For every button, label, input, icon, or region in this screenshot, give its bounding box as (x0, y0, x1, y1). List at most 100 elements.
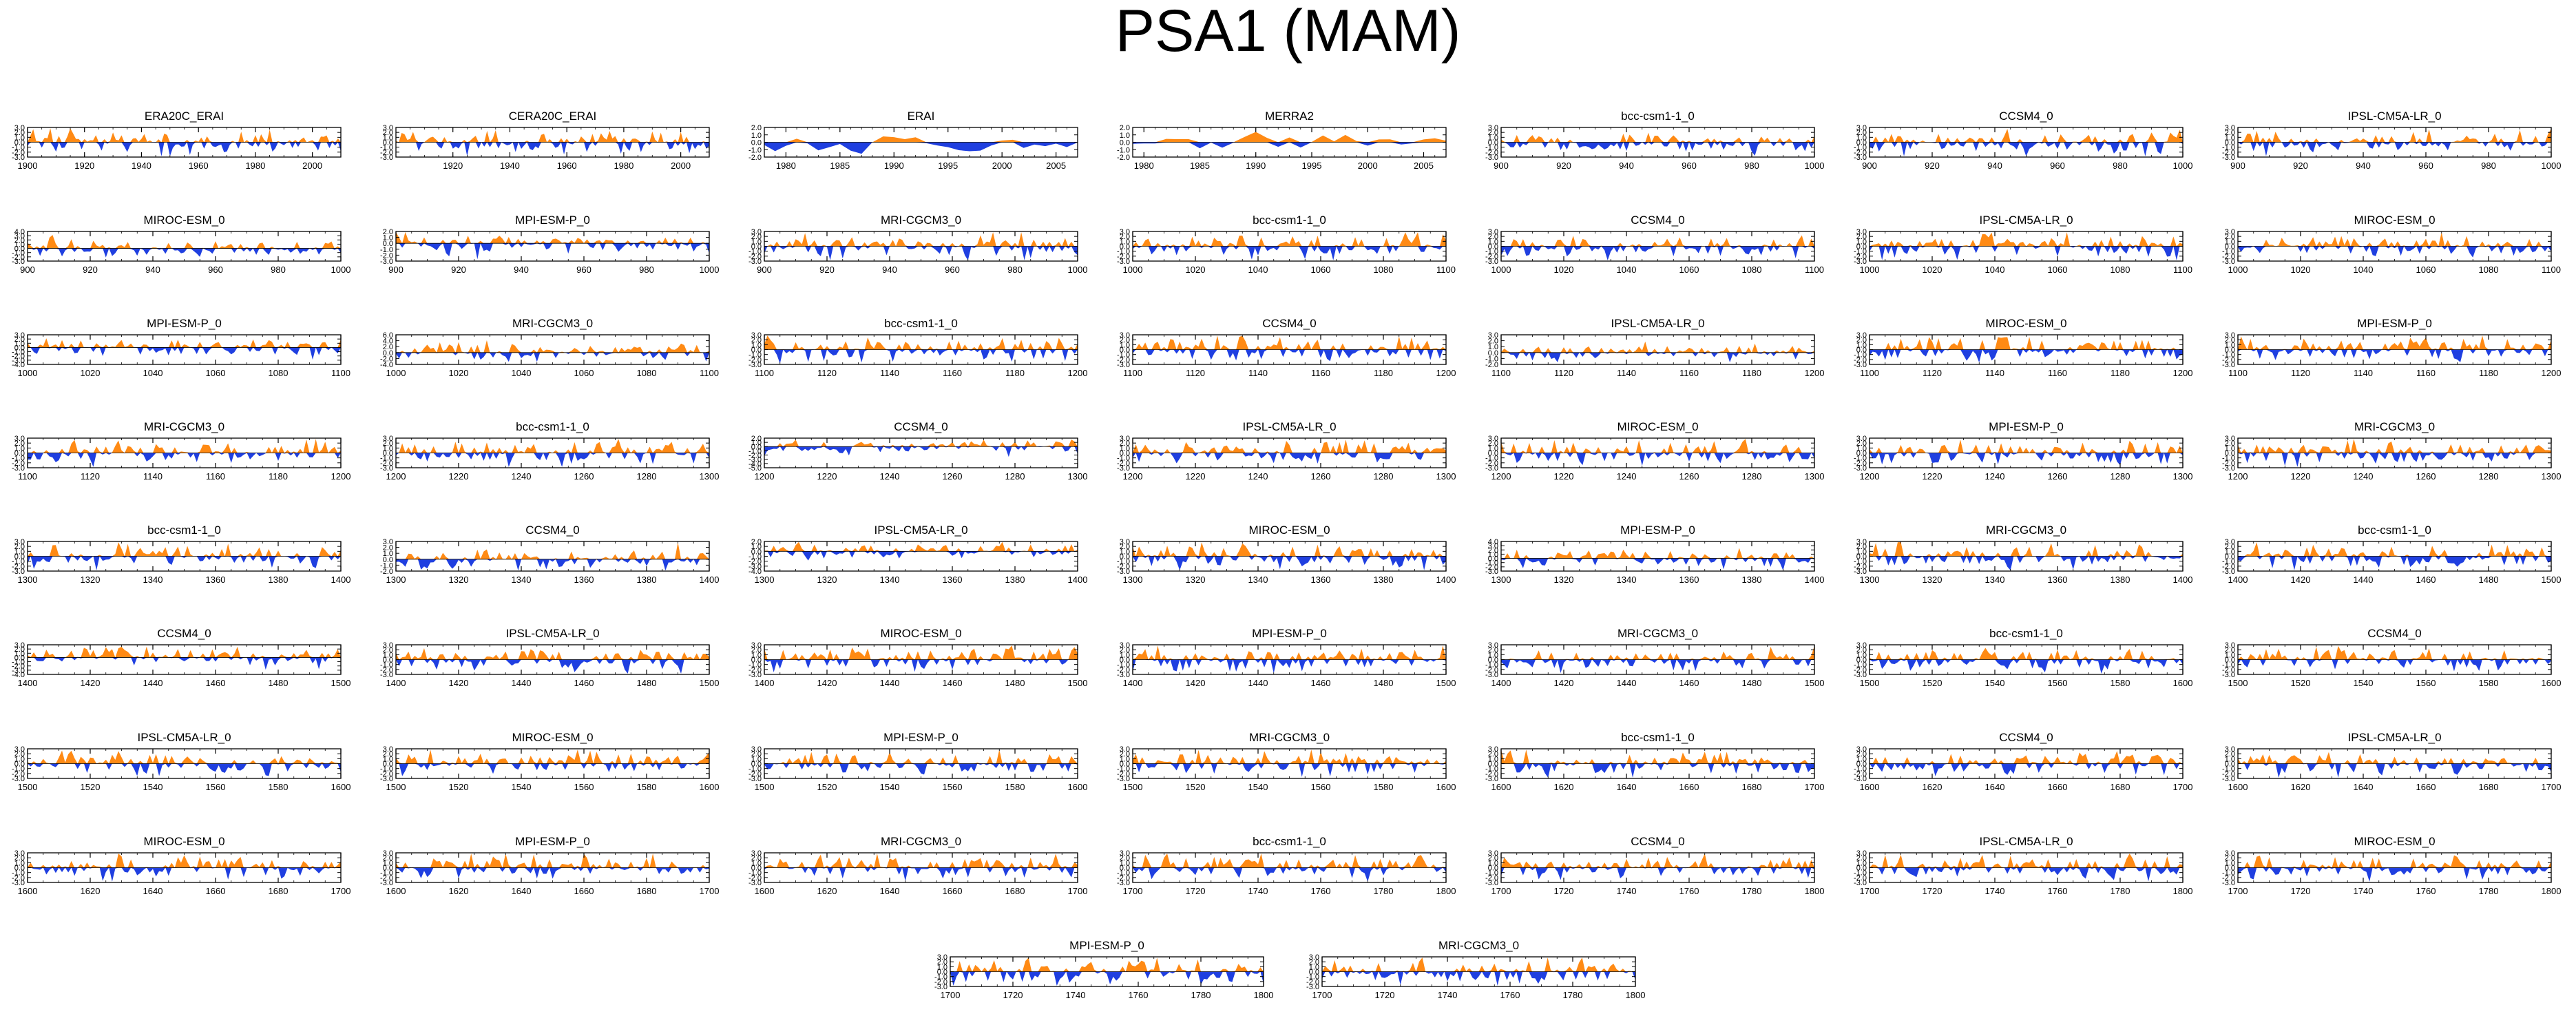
y-tick-label: -3.0 (2222, 775, 2235, 783)
y-tick-label: 3.0 (383, 641, 393, 650)
x-tick-label: 1380 (1374, 575, 1394, 585)
x-tick-label: 1020 (81, 368, 101, 378)
x-tick-label: 1580 (269, 782, 289, 792)
negative-area (764, 551, 1078, 561)
y-tick-label: 2.0 (383, 343, 393, 351)
y-tick-label: 1.0 (751, 132, 762, 140)
x-tick-label: 1720 (1554, 886, 1574, 896)
chart-panel: bcc-csm1-1_0 -3.0-2.0-1.00.01.02.03.0 1300… (12, 524, 350, 585)
y-tick-label: 3.0 (2225, 538, 2235, 546)
y-tick-label: -2.0 (1854, 253, 1867, 261)
x-tick-label: 1700 (1123, 886, 1143, 896)
x-tick-label: 900 (1494, 161, 1509, 171)
x-tick-label: 1740 (1617, 886, 1637, 896)
x-tick-label: 1340 (1248, 575, 1268, 585)
y-tick-label: -2.0 (12, 770, 25, 778)
x-tick-label: 1260 (943, 471, 963, 482)
y-tick-label: 1.0 (14, 859, 25, 867)
panel-title: MPI-ESM-P_0 (147, 317, 222, 330)
y-tick-label: -2.0 (1854, 459, 1867, 468)
chart-panel: IPSL-CM5A-LR_0 -2.0-1.00.01.02.03.0 1100 11… (1485, 317, 1824, 378)
x-tick-label: 1680 (269, 886, 289, 896)
x-tick-label: 2000 (1358, 161, 1378, 171)
positive-area (2238, 645, 2551, 660)
y-tick-label: -1.0 (1854, 661, 1867, 670)
y-tick-label: 0.0 (1856, 139, 1867, 147)
x-tick-label: 1100 (2228, 368, 2248, 378)
y-tick-label: -1.0 (1117, 661, 1130, 670)
chart-panel: bcc-csm1-1_0 -3.0-2.0-1.00.01.02.03.0 1200… (380, 420, 719, 482)
y-tick-label: 0.0 (751, 761, 762, 769)
x-tick-label: 1160 (1679, 368, 1699, 378)
y-tick-label: 0.0 (1488, 349, 1498, 358)
x-tick-label: 1000 (2228, 265, 2248, 275)
y-tick-label: 3.0 (1120, 641, 1130, 650)
x-tick-label: 1120 (1186, 368, 1205, 378)
panel-title: bcc-csm1-1_0 (1621, 731, 1695, 744)
y-tick-label: -1.0 (1485, 355, 1498, 363)
panel-title: bcc-csm1-1_0 (2358, 524, 2431, 537)
positive-area (396, 749, 709, 764)
positive-area (1501, 645, 1814, 660)
y-tick-label: 2.0 (1856, 336, 1867, 344)
x-tick-label: 920 (451, 265, 466, 275)
panel-title: CCSM4_0 (525, 524, 579, 537)
chart-panel: IPSL-CM5A-LR_0 -3.0-2.0-1.00.01.02.03.0 10… (1854, 214, 2192, 275)
x-tick-label: 1700 (1491, 886, 1511, 896)
negative-area (28, 248, 341, 258)
x-tick-label: 1240 (1248, 471, 1268, 482)
x-tick-label: 1300 (700, 471, 720, 482)
x-tick-label: 1360 (206, 575, 226, 585)
negative-area (396, 763, 709, 776)
y-tick-label: 0.0 (383, 865, 393, 873)
y-tick-label: -3.0 (1485, 258, 1498, 266)
x-tick-label: 1220 (449, 471, 469, 482)
chart-panel: bcc-csm1-1_0 -3.0-2.0-1.00.01.02.03.0 900 9… (1485, 110, 1824, 171)
panel-title: IPSL-CM5A-LR_0 (1979, 214, 2073, 227)
x-tick-label: 1680 (1742, 782, 1762, 792)
x-tick-label: 1160 (1311, 368, 1330, 378)
x-tick-label: 1000 (700, 265, 720, 275)
panel-title: bcc-csm1-1_0 (884, 317, 958, 330)
positive-area (1501, 132, 1814, 143)
x-tick-label: 1400 (755, 678, 775, 688)
panel-title: CCSM4_0 (1631, 835, 1684, 848)
panel-title: CCSM4_0 (1631, 214, 1684, 227)
y-tick-label: 3.0 (751, 849, 762, 858)
panel-title: MRI-CGCM3_0 (881, 835, 961, 848)
y-tick-label: 1.0 (2225, 755, 2235, 763)
panel-title: CCSM4_0 (1999, 110, 2053, 123)
chart-panel: bcc-csm1-1_0 -3.0-2.0-1.00.01.02.03.0 1400… (2222, 524, 2561, 585)
y-tick-label: -2.0 (2222, 459, 2235, 468)
y-tick-label: -3.0 (2222, 258, 2235, 266)
y-tick-label: -2.0 (1117, 459, 1130, 468)
negative-area (1133, 453, 1446, 464)
y-tick-label: 2.0 (1856, 854, 1867, 862)
x-tick-label: 1800 (2173, 886, 2193, 896)
negative-area (396, 453, 709, 467)
y-tick-label: 3.0 (1120, 228, 1130, 236)
x-tick-label: 1040 (512, 368, 532, 378)
x-tick-label: 1600 (331, 782, 351, 792)
panel-title: ERA20C_ERAI (145, 110, 224, 123)
y-tick-label: 1.0 (751, 238, 762, 246)
y-tick-label: 0.0 (383, 139, 393, 147)
y-tick-label: 0.0 (937, 969, 947, 977)
y-tick-label: 3.0 (14, 538, 25, 546)
y-tick-label: 1.0 (2225, 444, 2235, 453)
chart-panel: MIROC-ESM_0 -3.0-2.0-1.00.01.02.03.0 1300 1… (1117, 524, 1456, 585)
negative-area (1501, 352, 1814, 362)
y-tick-label: 0.0 (2225, 347, 2235, 355)
positive-area (28, 235, 341, 249)
x-tick-label: 1620 (81, 886, 101, 896)
positive-area (1133, 854, 1446, 868)
y-tick-label: 1.0 (751, 859, 762, 867)
negative-area (1501, 659, 1814, 674)
x-tick-label: 1520 (817, 782, 837, 792)
y-tick-label: -3.0 (380, 775, 393, 783)
y-tick-label: -2.0 (2222, 874, 2235, 882)
chart-panel: MPI-ESM-P_0 -3.0-2.0-1.00.01.02.03.04.0 13… (1485, 524, 1824, 585)
y-tick-label: -2.0 (748, 356, 762, 364)
y-tick-label: -2.0 (1117, 154, 1130, 162)
y-tick-label: 2.0 (1488, 440, 1498, 448)
